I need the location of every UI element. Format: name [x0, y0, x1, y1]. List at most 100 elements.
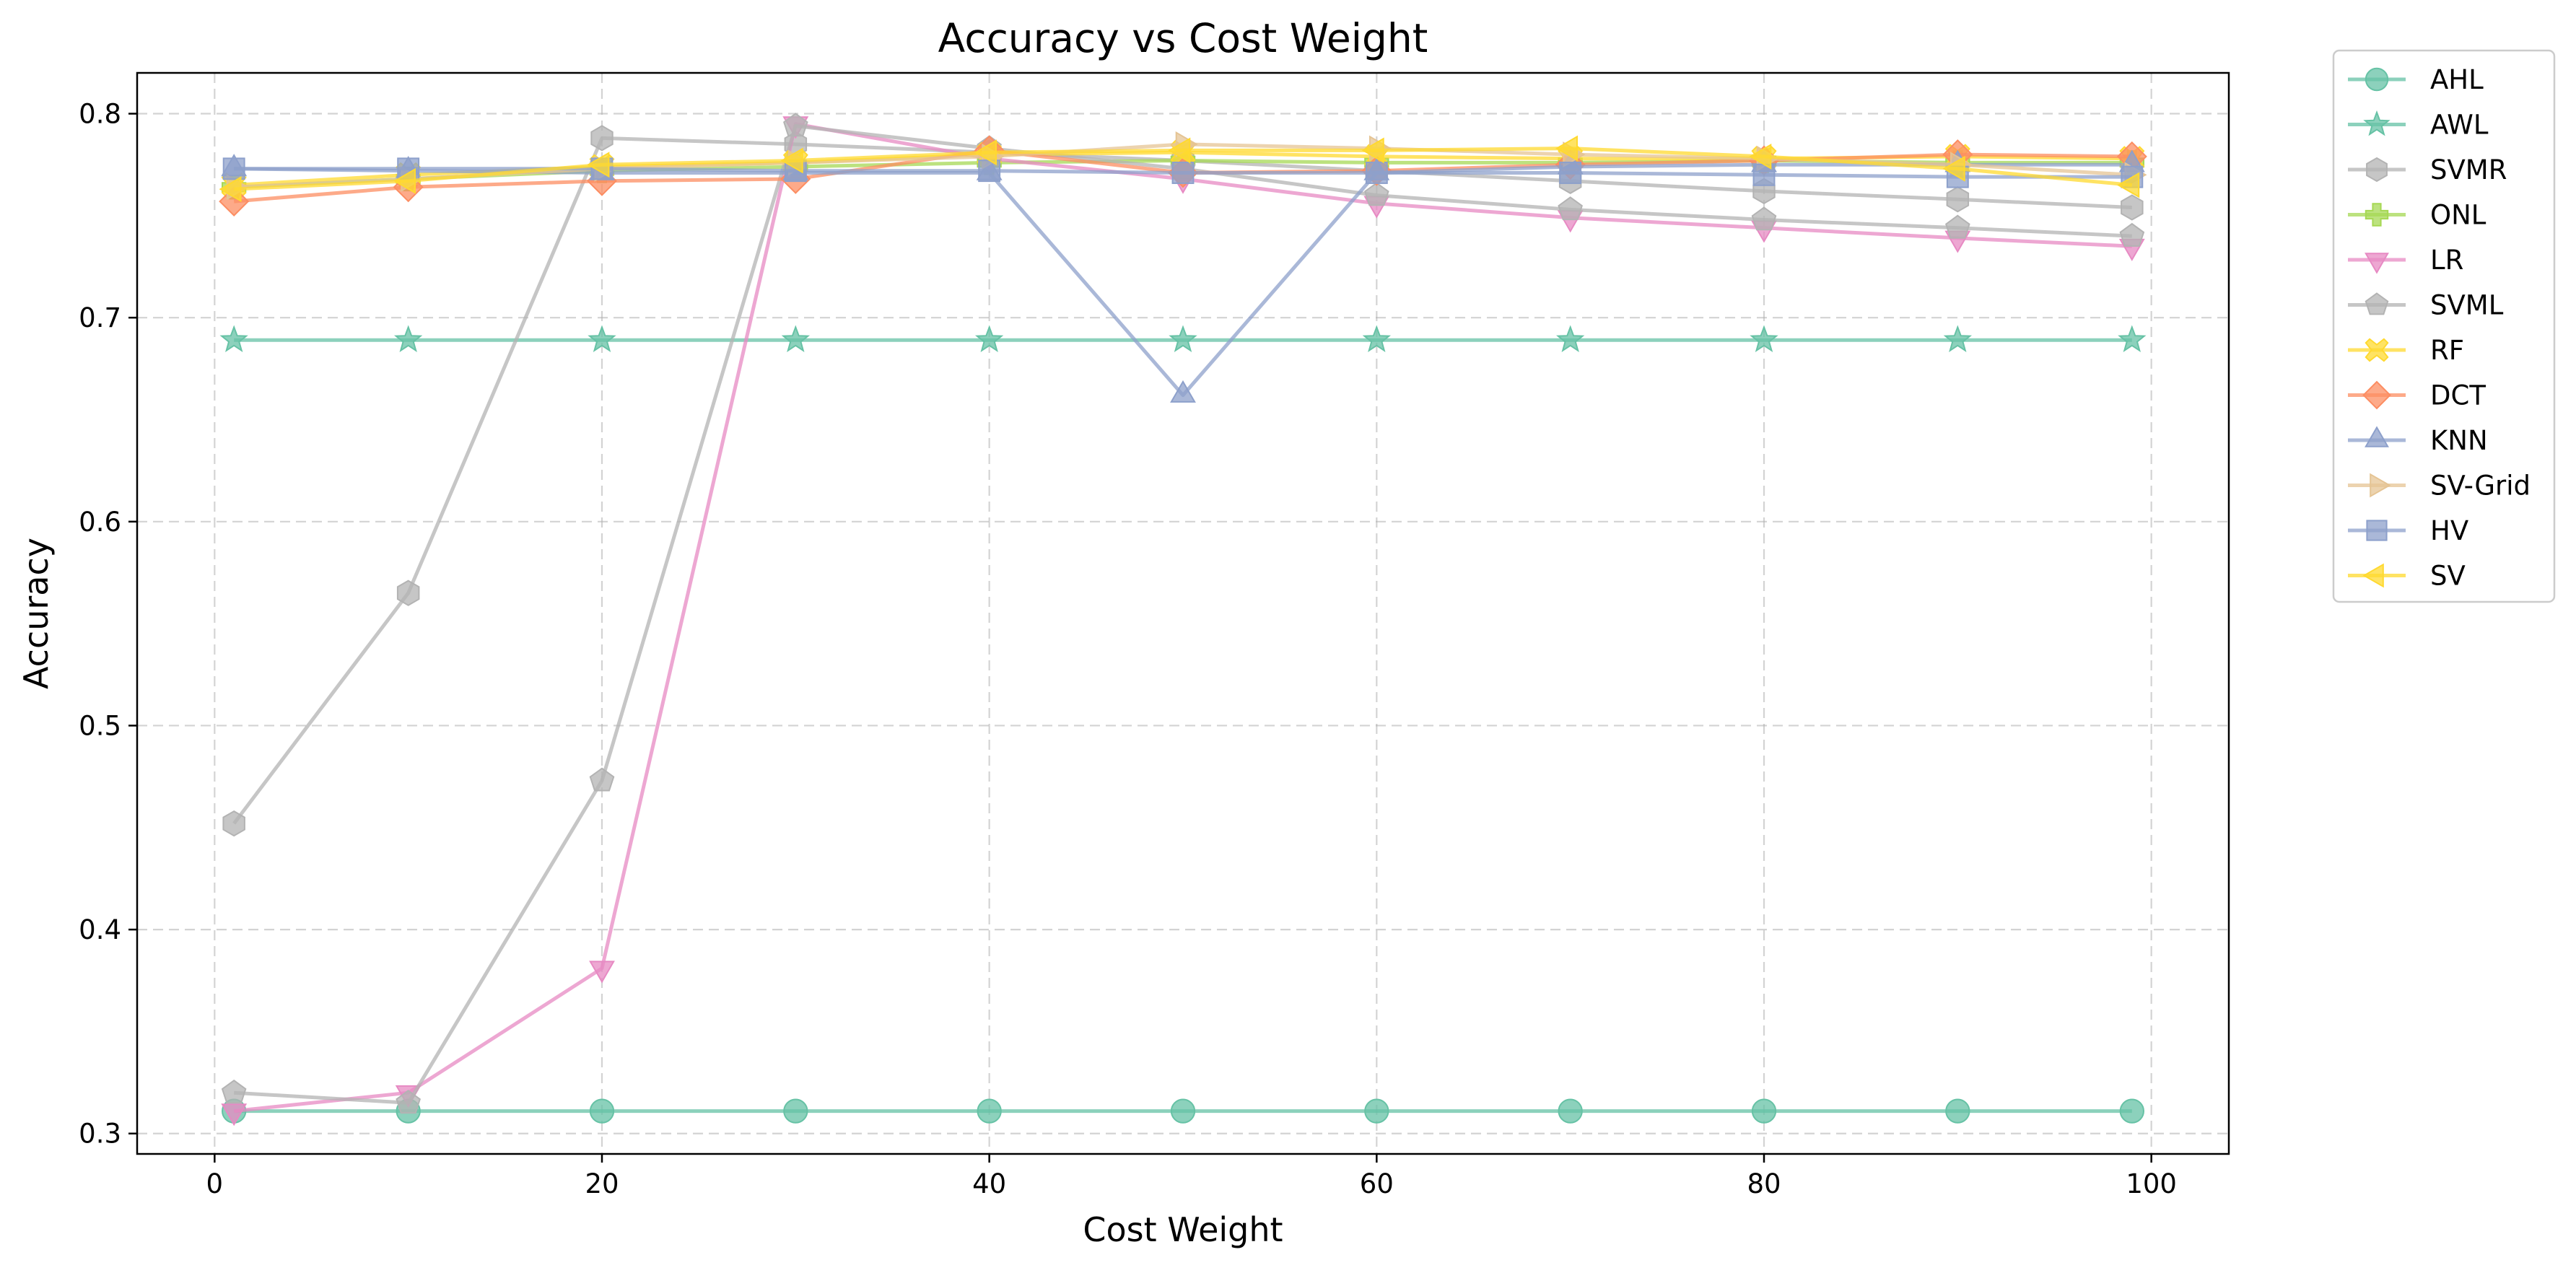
- data-point: [219, 176, 242, 203]
- legend-marker: [2365, 253, 2389, 274]
- data-point: [589, 767, 615, 792]
- legend-label: SVML: [2430, 290, 2504, 321]
- series-awl: [219, 325, 2147, 353]
- data-point: [393, 167, 416, 194]
- legend-marker: [2365, 292, 2389, 315]
- plot-frame: [136, 71, 2230, 1155]
- legend-item: SV-Grid: [2348, 471, 2531, 502]
- x-tick-label: 20: [585, 1168, 619, 1199]
- legend-label: KNN: [2430, 425, 2488, 456]
- legend-item: DCT: [2348, 380, 2486, 411]
- x-tick-label: 0: [206, 1168, 224, 1199]
- data-point: [1168, 137, 1191, 164]
- legend-item: LR: [2348, 245, 2463, 276]
- data-point: [1361, 137, 1384, 164]
- legend-label: DCT: [2430, 380, 2486, 411]
- data-point: [2117, 172, 2140, 198]
- data-point: [1170, 380, 1196, 403]
- x-tick-label: 80: [1747, 1168, 1781, 1199]
- legend-marker: [2365, 203, 2389, 227]
- data-point: [1558, 1098, 1583, 1124]
- legend-label: HV: [2430, 515, 2468, 546]
- y-tick-label: 0.7: [79, 302, 121, 333]
- data-point: [1945, 1098, 1970, 1124]
- legend-marker: [2366, 520, 2388, 541]
- legend-label: SVMR: [2430, 154, 2507, 185]
- x-tick-label: 60: [1360, 1168, 1394, 1199]
- series-line: [233, 122, 2132, 1114]
- legend-marker: [2362, 563, 2384, 588]
- data-point: [396, 579, 420, 606]
- series-svml: [221, 113, 2145, 1114]
- legend-marker: [2370, 473, 2391, 498]
- data-point: [221, 1103, 248, 1127]
- data-point: [1364, 1098, 1389, 1124]
- data-point: [1751, 1098, 1777, 1124]
- data-point: [1170, 1098, 1196, 1124]
- legend-marker: [2365, 338, 2389, 362]
- data-point: [1555, 135, 1578, 162]
- data-point: [589, 1098, 615, 1124]
- data-point: [219, 325, 248, 353]
- y-axis-title: Accuracy: [17, 538, 56, 689]
- legend-item: AWL: [2348, 110, 2489, 141]
- y-tick-label: 0.5: [79, 710, 121, 741]
- data-point: [977, 1098, 1002, 1124]
- y-tick-label: 0.6: [79, 507, 121, 538]
- data-point: [974, 325, 1004, 353]
- legend-item: KNN: [2348, 425, 2488, 456]
- data-point: [2118, 325, 2147, 353]
- legend-item: SVML: [2348, 290, 2504, 321]
- data-point: [1749, 143, 1772, 170]
- data-point: [587, 152, 610, 178]
- data-point: [1362, 325, 1392, 353]
- data-point: [393, 325, 423, 353]
- legend-label: ONL: [2430, 200, 2487, 231]
- legend-item: SV: [2348, 561, 2466, 592]
- data-point: [590, 125, 614, 152]
- series-line: [234, 124, 2132, 1105]
- series-line: [234, 162, 2132, 398]
- data-point: [1365, 162, 1388, 184]
- x-tick-label: 100: [2126, 1168, 2177, 1199]
- legend-marker: [2366, 157, 2388, 183]
- data-point: [396, 1090, 421, 1114]
- series-layer: [219, 113, 2147, 1127]
- data-point: [780, 147, 803, 174]
- legend-label: AWL: [2430, 110, 2489, 141]
- data-point: [1943, 325, 1973, 353]
- chart-title: Accuracy vs Cost Weight: [938, 15, 1428, 61]
- data-point: [1559, 162, 1582, 184]
- data-point: [1945, 214, 1970, 239]
- series-ahl: [222, 1098, 2144, 1124]
- legend: AHL AWL SVMR ONL LR SVML RF DCT KNN SV-Grid HV SV: [2332, 49, 2556, 603]
- legend-label: AHL: [2430, 64, 2484, 95]
- series-sv: [219, 135, 2140, 203]
- data-point: [1750, 325, 1778, 353]
- x-axis-title: Cost Weight: [1083, 1210, 1283, 1249]
- data-point: [2121, 194, 2144, 221]
- data-point: [2119, 222, 2145, 247]
- grid-layer: [137, 73, 2229, 1154]
- data-point: [1942, 155, 1965, 182]
- data-point: [781, 325, 811, 353]
- y-tick-label: 0.4: [79, 914, 121, 945]
- legend-marker: [2362, 380, 2391, 410]
- data-point: [1171, 162, 1195, 184]
- legend-item: AHL: [2348, 64, 2484, 95]
- data-point: [783, 113, 808, 137]
- legend-item: HV: [2348, 515, 2468, 546]
- axis-layer: 0 20 40 60 80 100 0.3 0.4 0.5 0.6 0.7 0.8: [79, 99, 2177, 1199]
- legend-label: SV: [2430, 561, 2466, 592]
- data-point: [1946, 186, 1970, 213]
- legend-item: SVMR: [2348, 154, 2507, 185]
- data-point: [222, 810, 245, 837]
- x-tick-label: 40: [972, 1168, 1006, 1199]
- data-point: [783, 1098, 808, 1124]
- series-lr: [221, 116, 2145, 1127]
- data-point: [2119, 1098, 2144, 1124]
- legend-label: RF: [2430, 335, 2464, 366]
- legend-item: RF: [2348, 335, 2464, 366]
- data-point: [589, 961, 615, 984]
- data-point: [1555, 325, 1585, 353]
